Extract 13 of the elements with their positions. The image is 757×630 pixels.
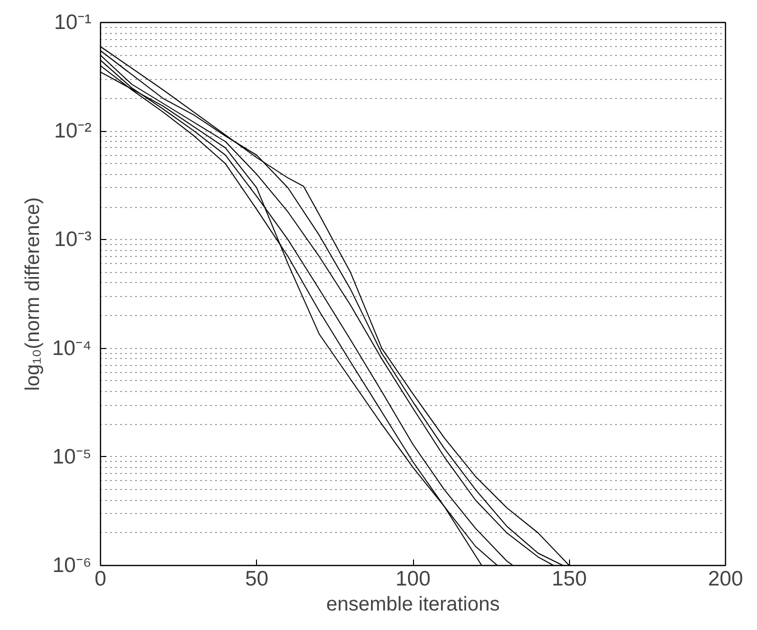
y-axis-title: log₁₀(norm difference) xyxy=(22,197,44,391)
x-tick-label: 200 xyxy=(708,568,744,590)
y-tick-label: 10⁻² xyxy=(54,120,92,143)
x-tick-label: 100 xyxy=(395,568,431,590)
x-tick-label: 150 xyxy=(552,568,587,590)
y-tick-label: 10⁻⁴ xyxy=(52,336,92,360)
x-tick-label: 0 xyxy=(94,568,106,590)
y-tick-label: 10⁻⁶ xyxy=(52,554,92,577)
y-tick-label: 10⁻⁵ xyxy=(52,445,92,468)
x-tick-label: 50 xyxy=(245,568,268,590)
x-axis-title: ensemble iterations xyxy=(326,594,500,616)
y-tick-label: 10⁻¹ xyxy=(54,11,92,34)
y-tick-label: 10⁻³ xyxy=(54,228,92,252)
